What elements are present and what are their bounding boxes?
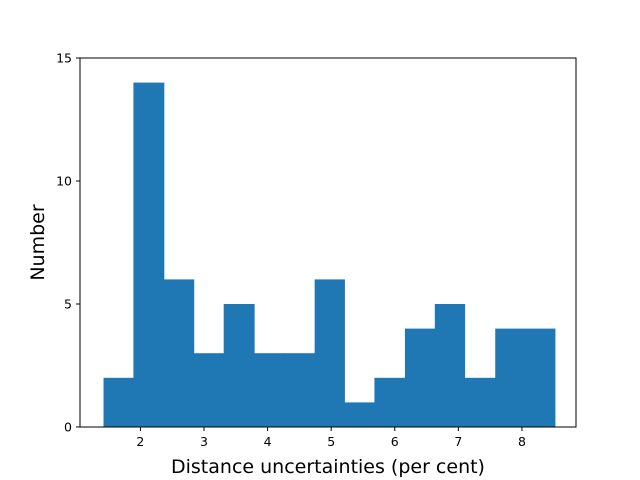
y-tick-label: 0 (64, 420, 72, 435)
x-tick-label: 2 (136, 434, 144, 449)
histogram-bar (464, 377, 496, 427)
x-tick-label: 8 (518, 434, 526, 449)
histogram-bar (374, 377, 406, 427)
histogram-bar (163, 279, 195, 427)
histogram-bar (284, 353, 316, 427)
x-tick-label: 7 (454, 434, 462, 449)
histogram-bars (103, 82, 556, 427)
y-tick-label: 15 (56, 51, 72, 66)
x-axis-ticks: 2 3 4 5 6 7 8 (136, 427, 526, 449)
histogram-bar (434, 304, 466, 427)
histogram-bar (525, 328, 556, 427)
histogram-bar (254, 353, 285, 427)
y-axis-label: Number (27, 204, 49, 281)
histogram-bar (133, 82, 165, 427)
x-tick-label: 3 (200, 434, 208, 449)
histogram-bar (223, 304, 255, 427)
histogram-bar (193, 353, 225, 427)
x-tick-label: 5 (327, 434, 335, 449)
y-tick-label: 10 (56, 174, 72, 189)
plot-frame (79, 57, 577, 428)
histogram-bar (495, 328, 526, 427)
x-tick-label: 4 (264, 434, 272, 449)
histogram-bar (103, 377, 134, 427)
x-tick-label: 6 (391, 434, 399, 449)
x-axis-label: Distance uncertainties (per cent) (171, 456, 485, 478)
histogram-bar (404, 328, 436, 427)
histogram-bar (314, 279, 345, 427)
y-axis-ticks: 0 5 10 15 (56, 51, 80, 435)
histogram-bar (344, 402, 375, 427)
y-tick-label: 5 (64, 297, 72, 312)
